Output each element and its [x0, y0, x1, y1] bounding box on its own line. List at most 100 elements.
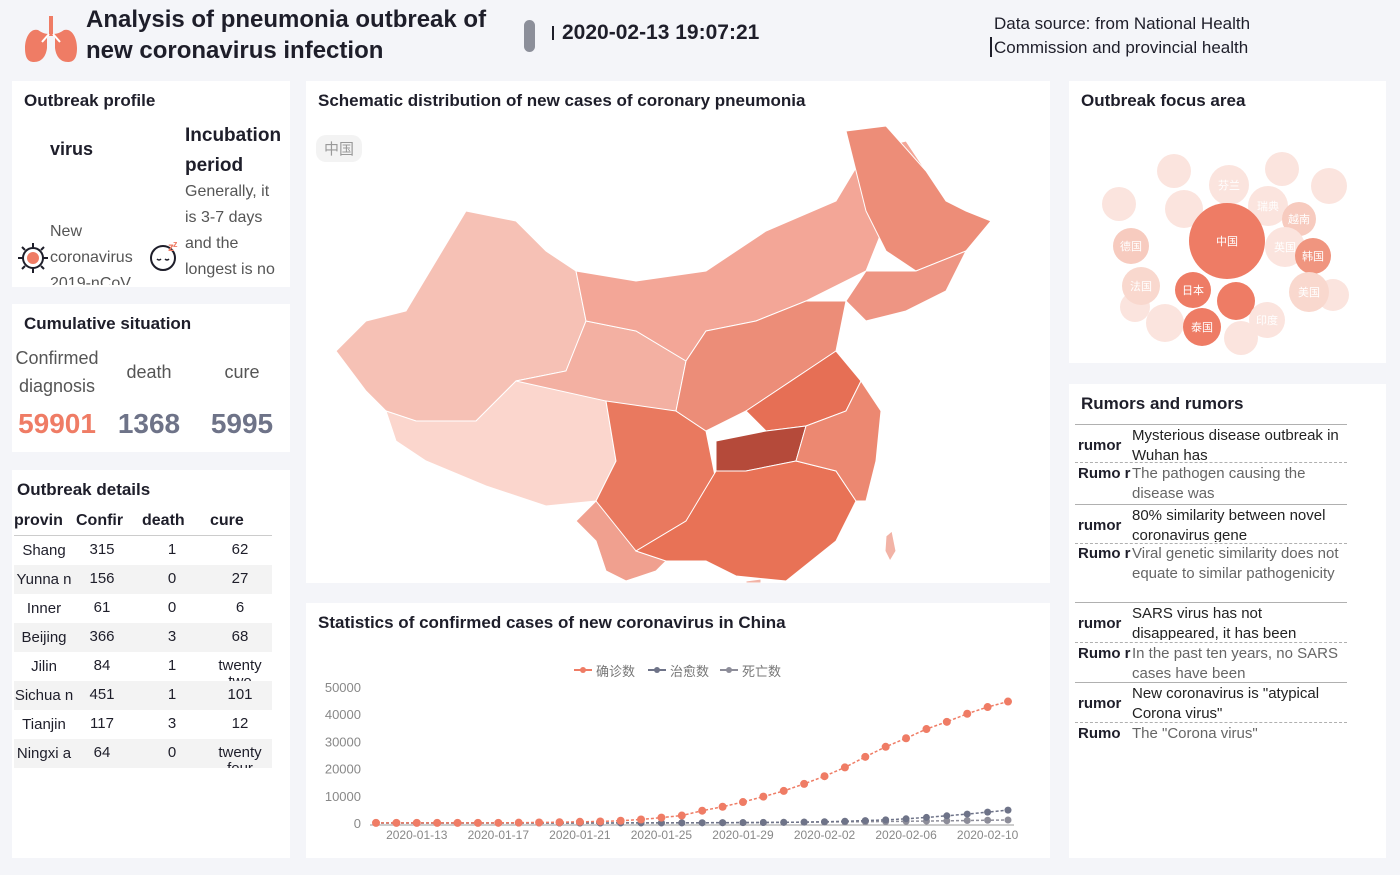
focus-bubble[interactable]: [1175, 272, 1211, 308]
data-point-confirmed[interactable]: [738, 798, 747, 807]
data-point-confirmed[interactable]: [555, 818, 564, 827]
data-point-confirmed[interactable]: [1004, 697, 1012, 706]
data-point-confirmed[interactable]: [800, 779, 809, 788]
data-point-confirmed[interactable]: [575, 817, 584, 826]
data-point-confirmed[interactable]: [881, 742, 890, 751]
data-point-cure[interactable]: [821, 818, 829, 826]
focus-bubble[interactable]: [1265, 152, 1299, 186]
focus-bubble[interactable]: [1311, 168, 1347, 204]
focus-bubble[interactable]: [1146, 304, 1184, 342]
focus-bubble[interactable]: [1289, 272, 1329, 312]
data-point-cure[interactable]: [800, 818, 808, 826]
data-point-confirmed[interactable]: [453, 818, 462, 827]
focus-bubble[interactable]: [1102, 187, 1136, 221]
data-point-confirmed[interactable]: [412, 818, 421, 827]
data-point-cure[interactable]: [984, 808, 992, 816]
data-point-confirmed[interactable]: [759, 792, 768, 801]
death-cell: 3: [167, 715, 177, 732]
data-point-cure[interactable]: [943, 812, 951, 820]
data-point-confirmed[interactable]: [657, 813, 666, 822]
data-point-confirmed[interactable]: [616, 816, 625, 825]
data-point-confirmed[interactable]: [942, 717, 951, 726]
data-point-cure[interactable]: [678, 819, 686, 827]
focus-bubble[interactable]: [1295, 238, 1331, 274]
cure-cell: 68: [231, 628, 249, 645]
data-point-confirmed[interactable]: [902, 734, 911, 743]
focus-bubble[interactable]: [1165, 190, 1203, 228]
data-point-confirmed[interactable]: [596, 817, 605, 826]
focus-bubble[interactable]: [1282, 202, 1316, 236]
data-point-confirmed[interactable]: [718, 802, 727, 811]
data-point-confirmed[interactable]: [433, 818, 442, 827]
data-point-confirmed[interactable]: [535, 818, 544, 827]
data-point-cure[interactable]: [780, 818, 788, 826]
focus-bubble[interactable]: [1183, 308, 1221, 346]
data-point-confirmed[interactable]: [963, 709, 972, 718]
data-point-confirmed[interactable]: [820, 772, 829, 781]
china-map[interactable]: [306, 81, 1050, 583]
focus-bubble[interactable]: [1122, 267, 1160, 305]
province-cell: Tianjin: [22, 716, 66, 733]
data-point-confirmed[interactable]: [840, 763, 849, 772]
data-point-cure[interactable]: [882, 816, 890, 824]
data-point-cure[interactable]: [759, 819, 767, 827]
focus-bubble[interactable]: [1249, 302, 1285, 338]
data-point-cure[interactable]: [739, 819, 747, 827]
legend-confirmed-marker[interactable]: [574, 666, 592, 674]
death-cell: 1: [167, 541, 177, 558]
focus-bubble[interactable]: [1113, 228, 1149, 264]
data-point-cure[interactable]: [861, 817, 869, 825]
rumor-item[interactable]: rumor SARS virus has not disappeared, it …: [1069, 604, 1386, 644]
rumor-item[interactable]: Rumo r Viral genetic similarity does not …: [1069, 544, 1386, 584]
data-point-confirmed[interactable]: [922, 725, 931, 734]
data-point-confirmed[interactable]: [677, 811, 686, 820]
data-point-confirmed[interactable]: [372, 818, 380, 827]
rumor-label: rumor: [1078, 517, 1122, 534]
data-point-confirmed[interactable]: [637, 815, 646, 824]
data-point-death[interactable]: [963, 817, 971, 825]
rumor-item[interactable]: rumor Mysterious disease outbreak in Wuha…: [1069, 426, 1386, 466]
data-point-death[interactable]: [1004, 816, 1012, 824]
data-point-death[interactable]: [984, 816, 992, 824]
data-point-cure[interactable]: [698, 819, 706, 827]
focus-bubble[interactable]: [1248, 186, 1288, 226]
focus-bubble[interactable]: [1189, 203, 1265, 279]
data-point-cure[interactable]: [1004, 806, 1012, 814]
rumor-item[interactable]: Rumo r In the past ten years, no SARS cas…: [1069, 644, 1386, 684]
data-point-confirmed[interactable]: [779, 786, 788, 795]
rumor-item[interactable]: rumor New coronavirus is "atypical Corona…: [1069, 684, 1386, 724]
region-tag[interactable]: 中国: [316, 135, 363, 162]
data-point-confirmed[interactable]: [514, 818, 523, 827]
legend-cure[interactable]: 治愈数: [670, 664, 710, 679]
legend-cure-marker[interactable]: [648, 666, 666, 674]
data-point-cure[interactable]: [902, 815, 910, 823]
data-point-confirmed[interactable]: [473, 818, 482, 827]
focus-bubble[interactable]: [1265, 227, 1305, 267]
focus-bubble[interactable]: [1224, 321, 1258, 355]
rumor-item[interactable]: Rumo The "Corona virus": [1069, 724, 1386, 764]
data-point-confirmed[interactable]: [983, 703, 992, 712]
data-point-death[interactable]: [943, 817, 951, 825]
cure-cell: 27: [231, 570, 249, 587]
data-point-cure[interactable]: [963, 810, 971, 818]
legend-death-marker[interactable]: [720, 666, 738, 674]
virus-icon: [18, 243, 48, 273]
data-point-cure[interactable]: [719, 819, 727, 827]
data-point-confirmed[interactable]: [392, 818, 401, 827]
data-point-confirmed[interactable]: [861, 752, 870, 761]
data-point-confirmed[interactable]: [494, 818, 503, 827]
focus-bubble[interactable]: [1209, 165, 1249, 205]
data-point-confirmed[interactable]: [698, 806, 707, 815]
rumor-text: Viral genetic similarity does not equate…: [1132, 545, 1339, 582]
data-point-cure[interactable]: [841, 817, 849, 825]
rumor-item[interactable]: Rumo r The pathogen causing the disease w…: [1069, 464, 1386, 504]
rumor-item[interactable]: rumor 80% similarity between novel corona…: [1069, 506, 1386, 546]
cure-cell: twenty two: [218, 657, 262, 682]
legend-death[interactable]: 死亡数: [742, 664, 782, 679]
legend-confirmed[interactable]: 确诊数: [596, 664, 636, 679]
table-row: Jilin Provin 84 1 twenty two: [14, 652, 272, 682]
focus-bubble[interactable]: [1217, 282, 1255, 320]
cure-cell: 12: [231, 715, 249, 732]
data-point-cure[interactable]: [922, 813, 930, 821]
focus-bubble[interactable]: [1157, 154, 1191, 188]
